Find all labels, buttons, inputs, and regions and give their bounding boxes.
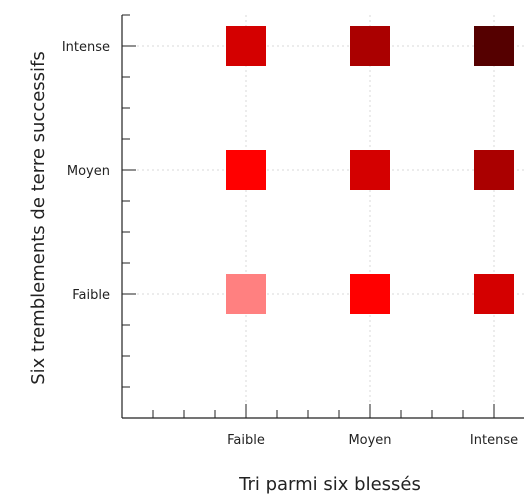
- heatmap-cell: [474, 150, 514, 190]
- axes: [121, 14, 524, 419]
- heatmap-cell: [350, 274, 390, 314]
- y-tick-label: Intense: [62, 40, 110, 55]
- heatmap-cell: [350, 150, 390, 190]
- tick-labels: Faible Moyen Intense Faible Moyen Intense: [62, 40, 518, 448]
- x-tick-label: Moyen: [348, 433, 391, 448]
- heatmap-cell: [226, 150, 266, 190]
- y-axis-title: Six tremblements de terre successifs: [28, 51, 49, 385]
- y-tick-label: Faible: [72, 288, 110, 303]
- grid-lines: [122, 15, 524, 418]
- x-tick-label: Intense: [470, 433, 518, 448]
- heatmap-cell: [474, 26, 514, 66]
- heatmap-cell: [350, 26, 390, 66]
- y-tick-label: Moyen: [67, 164, 110, 179]
- x-axis-title: Tri parmi six blessés: [238, 474, 421, 495]
- heatmap-cell: [226, 26, 266, 66]
- heatmap-cell: [226, 274, 266, 314]
- heatmap-cell: [474, 274, 514, 314]
- heatmap-cells: [226, 26, 514, 314]
- x-tick-label: Faible: [227, 433, 265, 448]
